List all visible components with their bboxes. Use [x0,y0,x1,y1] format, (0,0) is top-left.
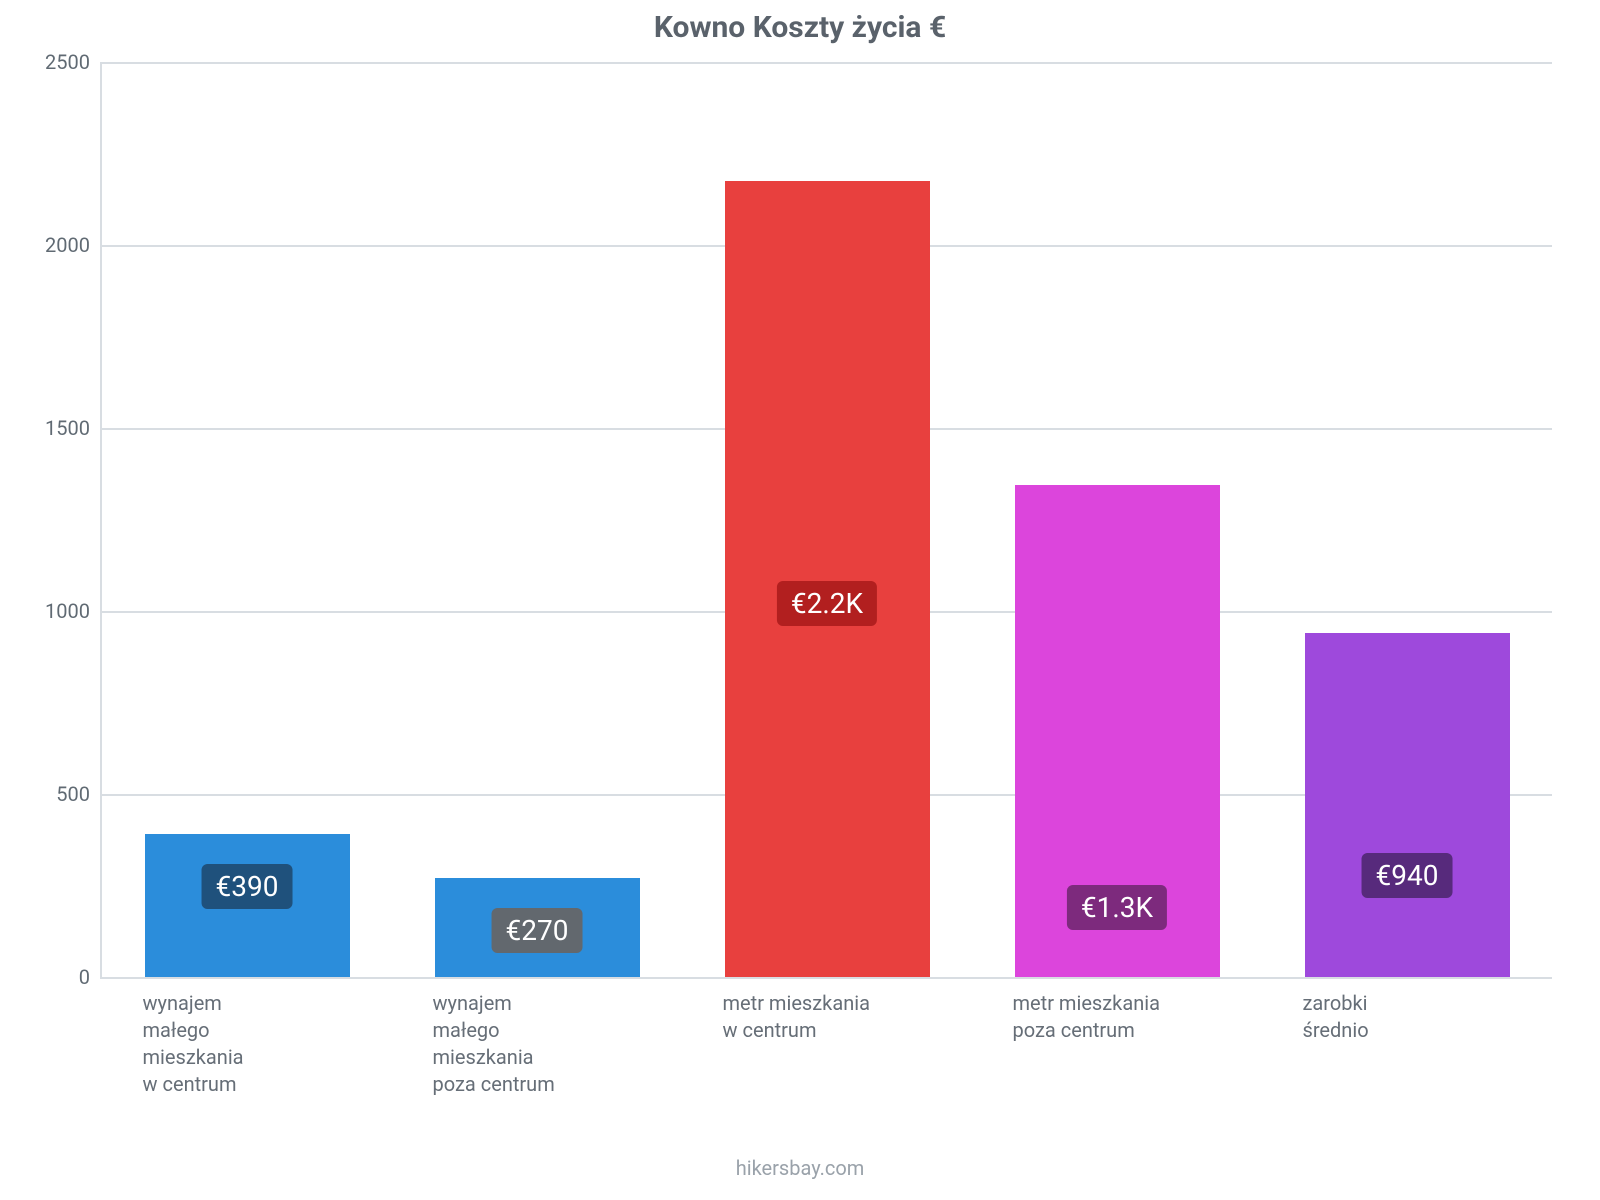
bar-value-label: €2.2K [777,581,877,626]
y-tick-label: 1500 [10,416,90,440]
x-axis-label: zarobki średnio [1303,990,1369,1044]
y-tick-label: 500 [10,782,90,806]
y-tick-label: 2500 [10,50,90,74]
bar-value-label: €390 [202,864,293,909]
bar-value-label: €270 [492,908,583,953]
gridline [102,62,1552,64]
x-axis-label: metr mieszkania w centrum [723,990,870,1044]
bar-value-label: €1.3K [1067,885,1167,930]
x-axis-label: wynajem małego mieszkania w centrum [143,990,244,1098]
y-tick-label: 1000 [10,599,90,623]
bar [1305,633,1510,977]
cost-of-living-chart: Kowno Koszty życia € €390€270€2.2K€1.3K€… [0,0,1600,1200]
bar-value-label: €940 [1362,853,1453,898]
bar [725,181,930,977]
chart-title: Kowno Koszty życia € [0,10,1600,45]
y-tick-label: 0 [10,965,90,989]
x-axis-label: metr mieszkania poza centrum [1013,990,1160,1044]
y-tick-label: 2000 [10,233,90,257]
plot-area: €390 €270 €2.2K €1.3K €940 [100,62,1552,979]
attribution-text: hikersbay.com [0,1156,1600,1180]
x-axis-label: wynajem małego mieszkania poza centrum [433,990,555,1098]
